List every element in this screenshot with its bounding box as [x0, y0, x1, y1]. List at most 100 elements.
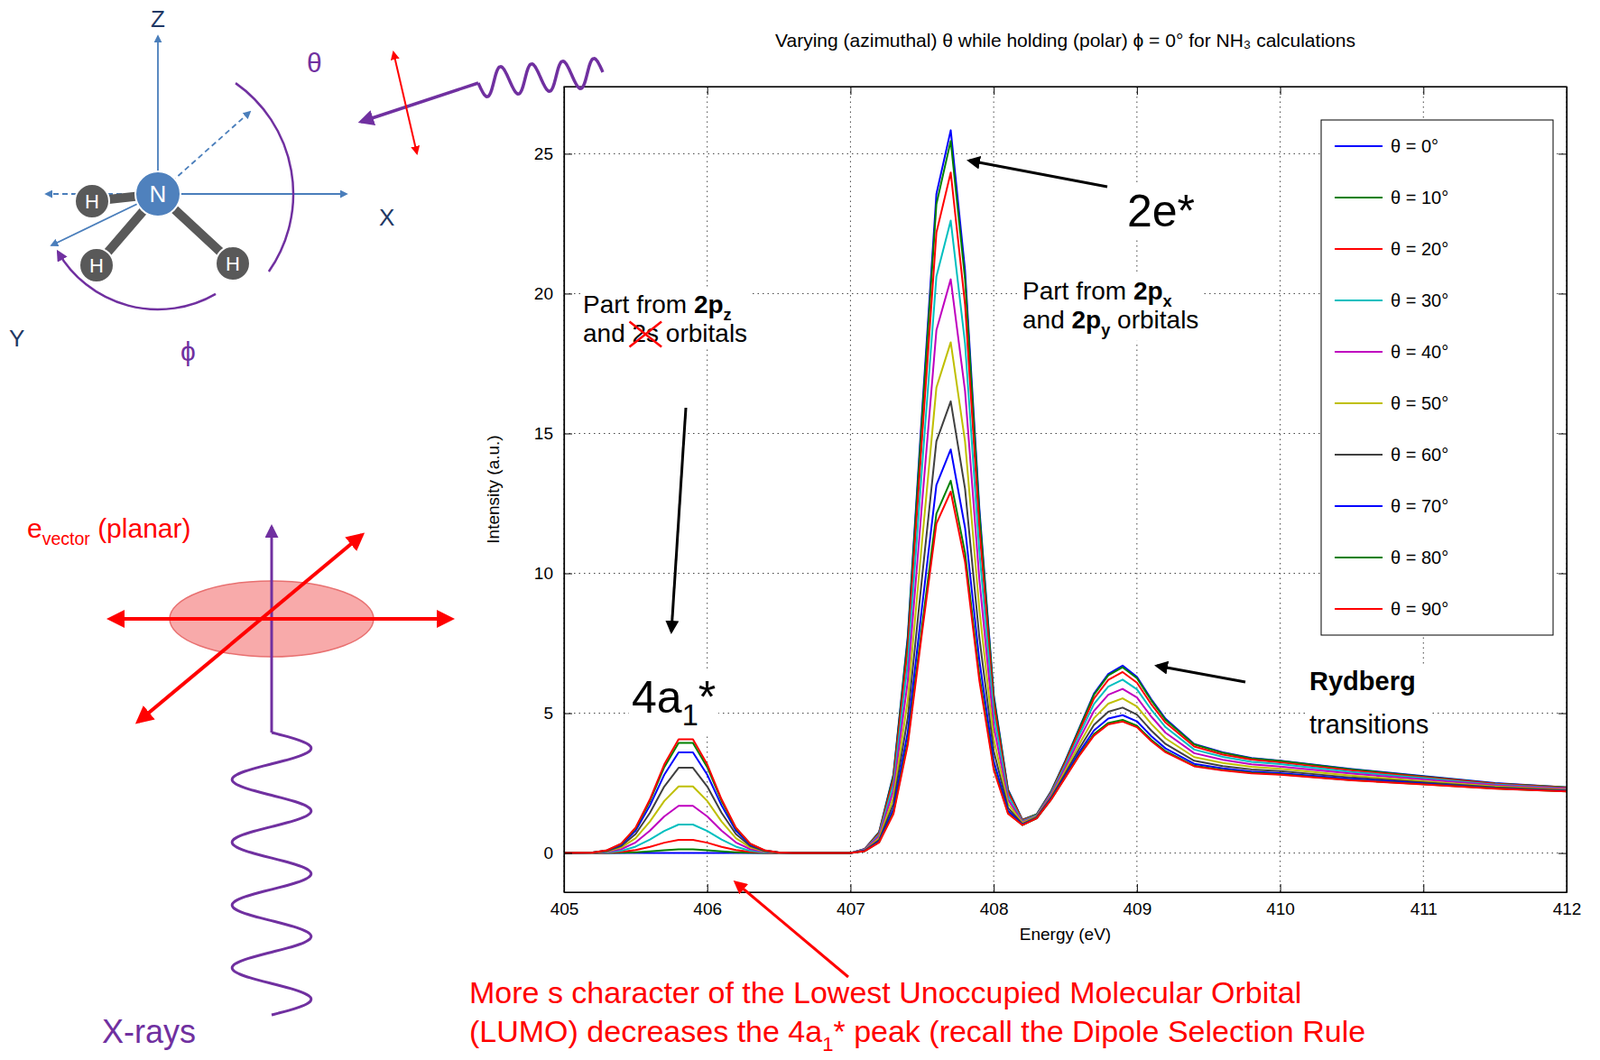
- text-run: 2p: [693, 290, 724, 319]
- legend-swatch: [1334, 299, 1383, 302]
- grid-line-x: [850, 86, 851, 893]
- legend-label: θ = 0°: [1390, 136, 1439, 157]
- legend-item: θ = 80°: [1334, 547, 1449, 568]
- legend-swatch: [1334, 351, 1383, 353]
- legend-label: θ = 70°: [1390, 496, 1449, 517]
- annotation-line: and 2s orbitals: [582, 319, 748, 348]
- text-run: 1: [822, 1033, 833, 1056]
- x-axis-top-tick: [1137, 86, 1138, 95]
- x-axis-top-tick-mark: [850, 86, 851, 95]
- chart-title: Varying (azimuthal) θ while holding (pol…: [775, 29, 1356, 51]
- x-axis-tick-label: 409: [1123, 899, 1153, 919]
- legend-label: θ = 50°: [1390, 393, 1449, 414]
- y-axis-right-tick-mark: [1558, 573, 1567, 575]
- x-axis-tick-mark: [850, 884, 851, 893]
- y-axis-right-tick: [1558, 713, 1567, 715]
- x-axis-tick: 411: [1410, 884, 1438, 919]
- x-axis-tick-label: 407: [836, 899, 866, 919]
- legend-swatch: [1334, 248, 1383, 250]
- legend-item: θ = 70°: [1334, 496, 1449, 517]
- y-axis-tick: 20: [534, 284, 573, 304]
- legend-swatch: [1334, 608, 1383, 611]
- x-axis-top-tick: [1280, 86, 1282, 95]
- strike-mark: [629, 322, 663, 348]
- annotation-line: More s character of the Lowest Unoccupie…: [469, 975, 1302, 1010]
- x-axis-top-tick-mark: [1137, 86, 1138, 95]
- text-run: *: [698, 672, 716, 723]
- y-axis-right-tick-mark: [1558, 713, 1567, 715]
- x-axis: 405406407408409410411412: [550, 884, 1582, 919]
- y-axis-tick-label: 20: [534, 284, 554, 304]
- y-axis-tick-mark: [564, 433, 573, 435]
- y-axis-tick-label: 15: [534, 424, 554, 444]
- plot-frame: [564, 86, 1567, 893]
- text-run: 4a: [631, 672, 683, 723]
- text-backing: [1124, 184, 1198, 239]
- y-axis-tick-label: 25: [534, 144, 554, 164]
- legend-label: θ = 20°: [1390, 239, 1449, 259]
- nh3-diagram: ZXYNHHHθϕ: [9, 5, 603, 367]
- x-axis-tick-label: 412: [1553, 899, 1582, 919]
- text-run: More s character of the Lowest Unoccupie…: [469, 975, 1302, 1010]
- legend-item: θ = 30°: [1334, 290, 1449, 311]
- legend-box: [1321, 120, 1554, 636]
- axis-label: X: [379, 203, 395, 232]
- series-line: [564, 140, 1567, 853]
- y-axis-right-tick: [1558, 573, 1567, 575]
- text-run: e: [27, 513, 43, 544]
- atom-label: H: [89, 254, 104, 278]
- polarization-arrow: [393, 52, 417, 154]
- angle-arc: [235, 83, 294, 272]
- x-axis-tick-label: 405: [550, 899, 580, 919]
- atom: [79, 248, 114, 283]
- annotation-arrow: [1156, 665, 1246, 683]
- y-axis-tick-mark: [564, 293, 573, 295]
- angle-label: θ: [306, 47, 323, 78]
- x-axis-top-tick: [850, 86, 851, 95]
- e-vector-arrow: [110, 617, 452, 621]
- y-axis-tick-mark: [564, 713, 573, 715]
- x-axis-tick-label: 408: [980, 899, 1009, 919]
- series-line: [564, 449, 1567, 853]
- x-axis-tick-mark: [707, 884, 709, 893]
- legend-label: θ = 30°: [1390, 290, 1449, 311]
- y-axis-right-tick-mark: [1558, 293, 1567, 295]
- y-axis-tick-mark: [564, 153, 573, 155]
- x-axis-title: Energy (eV): [1019, 924, 1111, 944]
- legend-items: θ = 0°θ = 10°θ = 20°θ = 30°θ = 40°θ = 50…: [1334, 136, 1449, 620]
- annotation: More s character of the Lowest Unoccupie…: [469, 975, 1366, 1056]
- legend-label: θ = 80°: [1390, 547, 1449, 568]
- y-axis-right-tick-mark: [1558, 853, 1567, 855]
- text-run: orbitals: [658, 319, 748, 348]
- y-axis-right-tick: [1558, 433, 1567, 435]
- x-axis-tick: 406: [693, 884, 722, 919]
- xray-wave: [478, 58, 603, 97]
- x-axis-tick-label: 406: [693, 899, 722, 919]
- text-run: 2p: [1133, 277, 1164, 306]
- axis-label: Z: [150, 5, 166, 33]
- axis-label: Y: [9, 324, 25, 352]
- e-vector-arrow: [138, 535, 362, 722]
- y-axis-right: [1558, 87, 1568, 894]
- x-axis-tick: 407: [836, 884, 866, 919]
- text-run: 2e*: [1127, 185, 1195, 237]
- annotation-line: (LUMO) decreases the 4a1* peak (recall t…: [469, 1014, 1366, 1056]
- legend-label: θ = 60°: [1390, 444, 1449, 465]
- y-axis-right-tick-mark: [1558, 433, 1567, 435]
- x-axis-top-tick-mark: [1280, 86, 1282, 95]
- xray-arrow: [270, 527, 274, 733]
- y-axis-tick-mark: [564, 853, 573, 855]
- x-axis-tick-mark: [1280, 884, 1282, 893]
- angle-arc: [57, 251, 216, 310]
- y-axis-tick-label: 10: [534, 564, 554, 583]
- annotation-line: Rydberg: [1309, 666, 1416, 696]
- x-axis-tick-label: 411: [1410, 899, 1438, 919]
- text-run: Rydberg: [1309, 666, 1416, 696]
- annotation-arrow: [969, 160, 1108, 187]
- legend-item: θ = 0°: [1334, 136, 1439, 157]
- annotation-line: transitions: [1309, 710, 1429, 740]
- text-run: 2p: [1072, 305, 1102, 334]
- y-axis-tick-mark: [564, 573, 573, 575]
- slide: 4054064074084094104114120510152025Varyin…: [0, 0, 1600, 1060]
- atom-label: H: [84, 190, 100, 213]
